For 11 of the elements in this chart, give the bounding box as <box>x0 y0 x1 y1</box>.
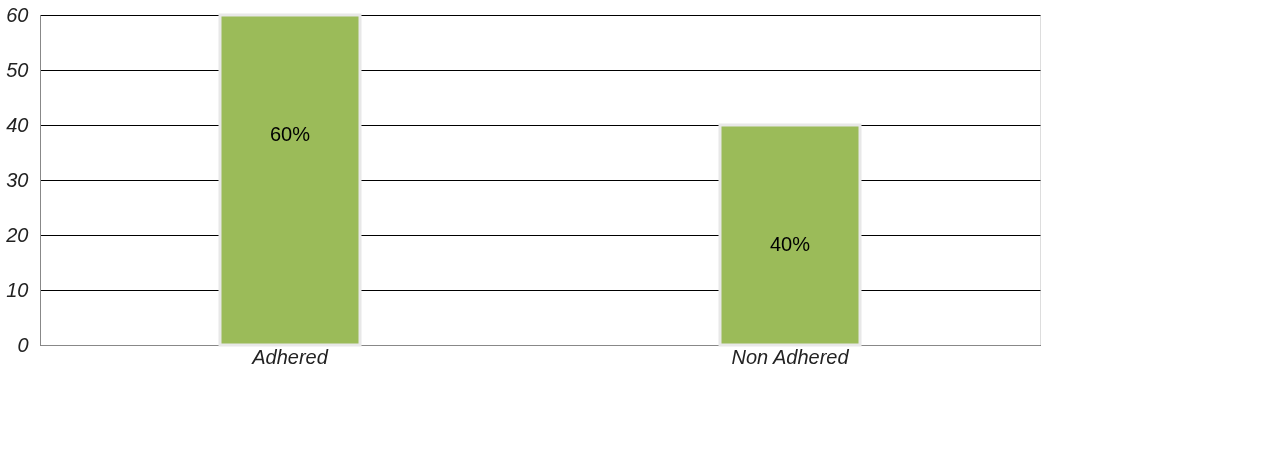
x-tick-label: Adhered <box>251 345 329 368</box>
y-tick-label: 0 <box>17 333 29 356</box>
y-tick-label: 60 <box>6 3 29 26</box>
y-tick-label: 30 <box>6 168 29 191</box>
y-tick-label: 40 <box>6 113 29 136</box>
data-label: 40% <box>769 233 811 255</box>
x-tick-label: Non Adhered <box>731 345 850 368</box>
y-tick-label: 20 <box>5 223 29 246</box>
y-tick-label: 10 <box>6 278 29 301</box>
data-label: 60% <box>269 123 311 145</box>
y-tick-label: 50 <box>6 58 29 81</box>
